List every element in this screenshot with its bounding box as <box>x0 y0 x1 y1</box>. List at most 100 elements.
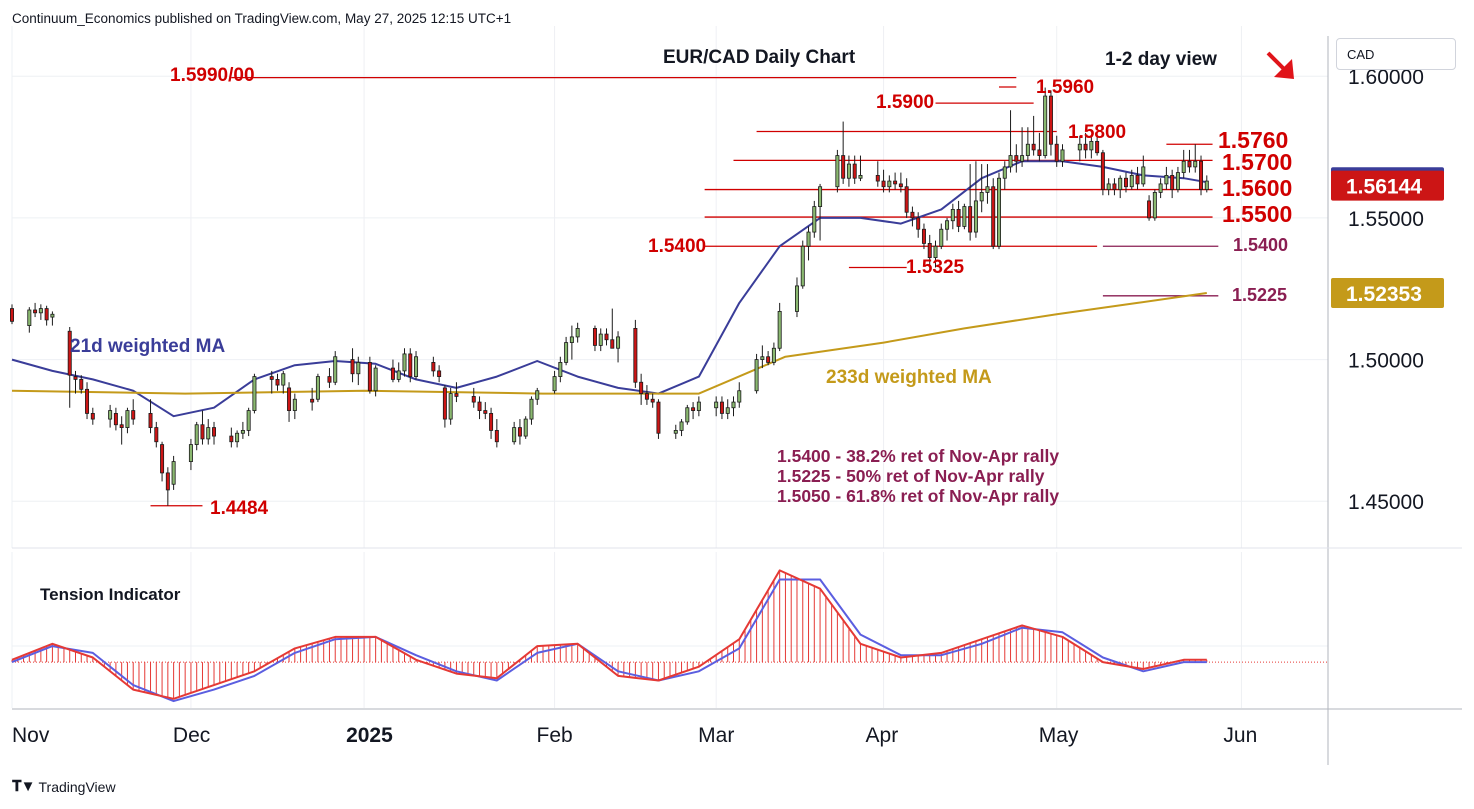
candle-body <box>240 430 245 434</box>
candle-body <box>639 381 644 394</box>
candle <box>985 164 990 204</box>
candle-body <box>108 410 113 420</box>
candle <box>90 407 95 425</box>
candle-body <box>437 370 442 377</box>
candle <box>38 304 43 320</box>
candle <box>1193 144 1198 173</box>
candle-body <box>1077 143 1082 151</box>
candle <box>1187 149 1192 173</box>
candle <box>604 328 609 346</box>
candle-body <box>985 186 990 193</box>
candle <box>846 155 851 187</box>
chart-title: EUR/CAD Daily Chart <box>663 47 856 68</box>
candle-body <box>333 356 338 383</box>
chart-labels: Tension Indicator EUR/CAD Daily Chart 1-2 … <box>40 47 1294 604</box>
x-tick-label: Apr <box>866 724 899 747</box>
x-tick-label: May <box>1039 724 1079 747</box>
currency-selector[interactable]: CAD <box>1336 38 1456 70</box>
candle-body <box>592 328 597 346</box>
candle-body <box>841 155 846 179</box>
y-tick-label: 1.45000 <box>1348 491 1424 514</box>
candle <box>800 240 805 289</box>
price-label-text: 1.52353 <box>1346 283 1422 306</box>
candle <box>633 319 638 388</box>
candle-body <box>1095 141 1100 154</box>
candle-body <box>200 424 205 440</box>
candle-body <box>33 309 38 314</box>
candle <box>1170 169 1175 199</box>
candle-body <box>529 398 534 420</box>
ma233-line <box>11 292 1207 395</box>
candle-body <box>113 413 118 426</box>
candle-body <box>73 376 78 380</box>
candle <box>841 121 846 184</box>
candle <box>235 430 240 448</box>
candle <box>881 169 886 193</box>
candle-body <box>165 472 170 491</box>
candle <box>858 155 863 182</box>
ma21-label: 21d weighted MA <box>70 336 225 357</box>
candle-body <box>1060 149 1065 162</box>
candle-body <box>1043 95 1048 156</box>
candle <box>1089 135 1094 159</box>
candle-body <box>1031 143 1036 151</box>
candle <box>373 365 378 397</box>
candle-body <box>85 388 90 414</box>
resistance-support-levels <box>150 77 1219 507</box>
candle-body <box>818 186 823 207</box>
candle-body <box>916 217 921 230</box>
candle-body <box>904 186 909 213</box>
x-tick-label: Feb <box>537 724 573 747</box>
candle-body <box>396 370 401 380</box>
retracement-annotation: 1.5400 - 38.2% ret of Nov-Apr rally <box>777 446 1059 466</box>
candle <box>529 396 534 425</box>
candle <box>171 455 176 490</box>
candle-body <box>1112 183 1117 190</box>
candle-body <box>454 393 459 397</box>
candle <box>1141 155 1146 187</box>
candle <box>275 373 280 391</box>
candle-body <box>252 376 257 411</box>
candle <box>131 399 136 425</box>
candle <box>523 416 528 439</box>
candle-body <box>956 209 961 227</box>
candle <box>1060 144 1065 167</box>
candle-body <box>448 393 453 420</box>
candle-body <box>812 206 817 233</box>
candle-body <box>523 418 528 437</box>
candle-body <box>471 396 476 403</box>
candle <box>1147 195 1152 221</box>
tension-indicator-pane <box>11 569 1328 703</box>
candle <box>927 234 932 267</box>
candle <box>1164 166 1169 190</box>
candle <box>1037 132 1042 162</box>
candle-body <box>997 177 1001 247</box>
candle <box>898 172 903 193</box>
candle <box>714 396 719 417</box>
candle <box>44 305 49 326</box>
candle-body <box>131 410 136 420</box>
candle-body <box>194 424 199 445</box>
candle <box>113 407 118 431</box>
candle-body <box>991 186 996 247</box>
candle-body <box>310 398 315 403</box>
candle-body <box>535 390 540 400</box>
candle <box>1199 155 1204 196</box>
candle-body <box>160 444 165 474</box>
candle <box>315 373 320 403</box>
candle <box>448 387 453 425</box>
candle <box>188 438 193 471</box>
candle <box>696 396 701 417</box>
price-label-bg <box>1331 277 1444 308</box>
candle-body <box>771 347 776 363</box>
tradingview-brand[interactable]: 𝐓▼ TradingView <box>12 778 116 795</box>
candle <box>1048 90 1053 156</box>
candle <box>287 382 292 422</box>
candle-body <box>564 342 569 363</box>
candle-body <box>206 427 211 440</box>
candle <box>1043 87 1048 159</box>
candle <box>644 385 649 405</box>
candle <box>1204 175 1209 193</box>
candle-body <box>154 427 159 443</box>
candle <box>206 419 211 445</box>
